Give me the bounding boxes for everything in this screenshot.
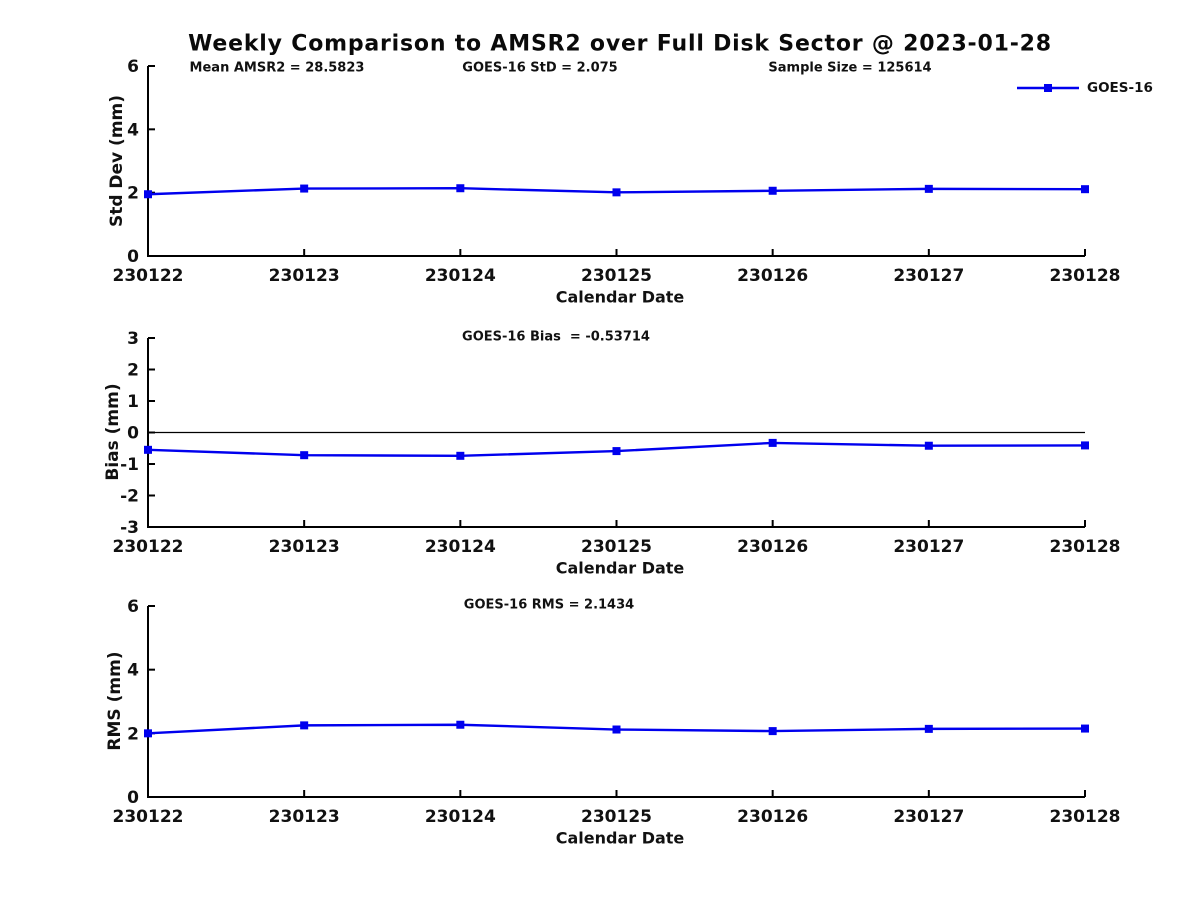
legend-line-marker-icon: [1017, 84, 1079, 92]
y-tick-label: 6: [127, 597, 139, 617]
y-tick-label: 0: [127, 424, 139, 444]
y-tick-label: 2: [127, 184, 139, 204]
y-tick-label: 2: [127, 724, 139, 744]
y-tick-label: 3: [127, 329, 139, 349]
data-point-marker: [1081, 441, 1089, 450]
x-tick-label: 230123: [269, 537, 340, 557]
data-point-marker: [300, 451, 309, 460]
x-tick-label: 230128: [1050, 266, 1121, 286]
data-point-marker: [768, 727, 777, 736]
y-tick-label: -3: [120, 518, 139, 538]
x-tick-label: 230124: [425, 537, 496, 557]
y-tick-label: 6: [127, 57, 139, 77]
y-tick-label: 2: [127, 361, 139, 381]
bias-chart-title: GOES-16 Bias = -0.53714: [462, 329, 650, 345]
data-point-marker: [144, 190, 152, 199]
data-point-marker: [612, 725, 621, 734]
x-tick-label: 230124: [425, 266, 496, 286]
legend-label: GOES-16: [1087, 80, 1153, 96]
x-tick-label: 230125: [581, 807, 652, 827]
data-point-marker: [456, 184, 465, 193]
x-tick-label: 230127: [893, 807, 964, 827]
annotation-mean-amsr2: Mean AMSR2 = 28.5823: [189, 60, 365, 76]
y-tick-label: 0: [127, 247, 139, 267]
data-point-marker: [924, 184, 933, 193]
rms-x-axis-label: Calendar Date: [555, 828, 685, 848]
x-tick-label: 230125: [581, 537, 652, 557]
data-point-marker: [300, 184, 309, 193]
data-point-marker: [144, 445, 152, 454]
data-point-marker: [456, 720, 465, 729]
x-tick-label: 230125: [581, 266, 652, 286]
y-tick-label: -1: [120, 455, 139, 475]
data-point-marker: [144, 729, 152, 738]
x-tick-label: 230127: [893, 266, 964, 286]
data-point-marker: [768, 186, 777, 195]
data-point-marker: [924, 724, 933, 733]
data-point-marker: [768, 438, 777, 447]
x-tick-label: 230122: [113, 537, 184, 557]
data-point-marker: [1081, 724, 1089, 733]
data-point-marker: [924, 441, 933, 450]
x-tick-label: 230126: [737, 807, 808, 827]
x-tick-label: 230122: [113, 807, 184, 827]
x-tick-label: 230124: [425, 807, 496, 827]
data-point-marker: [300, 721, 309, 730]
x-tick-label: 230126: [737, 266, 808, 286]
rms-chart-title: GOES-16 RMS = 2.1434: [463, 597, 635, 613]
x-tick-label: 230128: [1050, 807, 1121, 827]
y-tick-label: 4: [127, 661, 139, 681]
y-tick-label: -2: [120, 487, 139, 507]
data-point-marker: [1081, 185, 1089, 194]
stddev-x-axis-label: Calendar Date: [555, 287, 685, 307]
x-tick-label: 230123: [269, 266, 340, 286]
data-point-marker: [612, 447, 621, 456]
x-tick-label: 230123: [269, 807, 340, 827]
legend-square-marker-icon: [1044, 84, 1052, 92]
data-point-marker: [612, 188, 621, 197]
data-point-marker: [456, 451, 465, 460]
x-tick-label: 230122: [113, 266, 184, 286]
x-tick-label: 230127: [893, 537, 964, 557]
bias-x-axis-label: Calendar Date: [555, 558, 685, 578]
figure-title: Weekly Comparison to AMSR2 over Full Dis…: [188, 31, 1052, 57]
y-tick-label: 4: [127, 120, 139, 140]
legend: GOES-16: [1017, 80, 1153, 96]
y-tick-label: 1: [127, 392, 139, 412]
annotation-goes16-std: GOES-16 StD = 2.075: [462, 60, 618, 76]
x-tick-label: 230128: [1050, 537, 1121, 557]
y-tick-label: 0: [127, 788, 139, 808]
x-tick-label: 230126: [737, 537, 808, 557]
annotation-sample-size: Sample Size = 125614: [768, 60, 932, 76]
